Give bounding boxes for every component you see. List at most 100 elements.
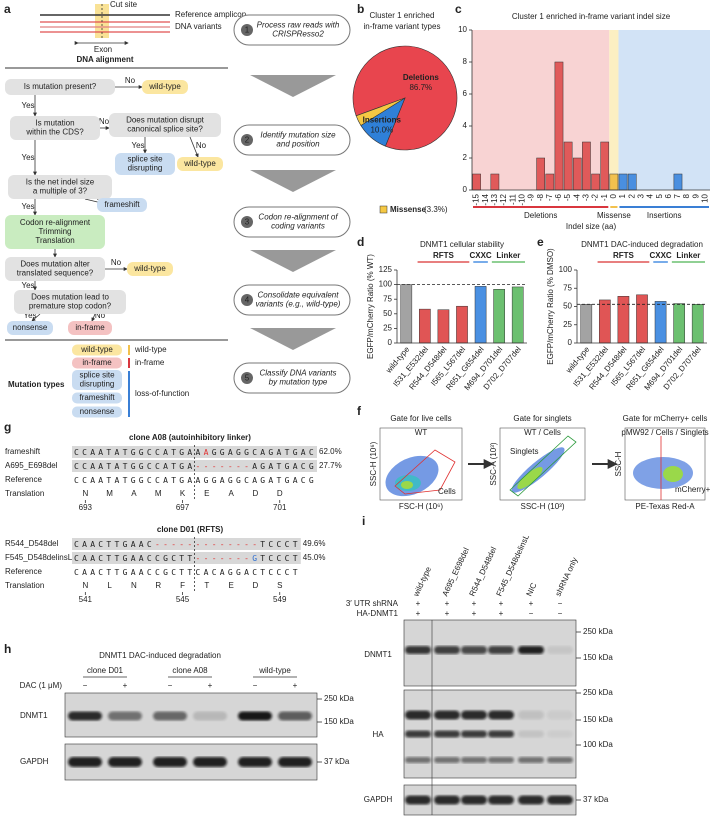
base: A [163, 448, 168, 457]
x-tick-label: 4 [646, 193, 655, 198]
x-tick-label: -4 [572, 193, 581, 201]
bar [627, 173, 637, 191]
base: - [196, 554, 201, 563]
band [238, 757, 272, 767]
type-box [72, 344, 122, 356]
base: G [228, 476, 233, 485]
base: T [277, 476, 282, 485]
band [461, 795, 487, 805]
band [547, 757, 573, 763]
x-tick-label: 1 [618, 193, 627, 198]
chart-title: DNMT1 cellular stability [420, 240, 504, 249]
flow-node [177, 157, 223, 171]
base: C [268, 554, 273, 563]
base: - [196, 462, 201, 471]
y-tick-label: 0 [463, 185, 468, 194]
base: A [139, 540, 144, 549]
base: C [74, 448, 79, 457]
marker-label: 150 kDa [583, 653, 613, 662]
sign: + [472, 599, 477, 608]
y-tick-label: 100 [559, 265, 573, 274]
bar [618, 173, 628, 191]
step-number: 4 [245, 296, 250, 305]
node-text: splice site [127, 155, 163, 164]
node-text: Is mutation present? [24, 82, 97, 91]
base: A [82, 554, 87, 563]
position-label: 545 [176, 595, 190, 604]
base: G [163, 554, 168, 563]
base: G [236, 568, 241, 577]
band [68, 711, 102, 721]
base: A [220, 568, 225, 577]
density-cloud [385, 455, 439, 497]
base: C [147, 462, 152, 471]
node-text: Is mutation [35, 119, 74, 128]
node-text: a multiple of 3? [33, 187, 88, 196]
base: G [212, 448, 217, 457]
edge-label: No [95, 311, 106, 320]
type-text: splice site [79, 371, 115, 380]
node-text: Trimming [38, 227, 71, 236]
bar [673, 303, 685, 344]
base: A [204, 448, 209, 457]
base: T [123, 476, 128, 485]
sample-label: WT / Cells [524, 428, 561, 437]
bar [493, 289, 505, 344]
sign: + [445, 609, 450, 618]
step-box [233, 124, 351, 156]
base: C [98, 568, 103, 577]
base: C [155, 448, 160, 457]
step-text: Consolidate equivalent [258, 291, 340, 300]
bar [591, 173, 600, 191]
base: G [179, 462, 184, 471]
sign: − [529, 609, 534, 618]
base: - [228, 540, 233, 549]
blot-label: GAPDH [20, 757, 49, 766]
legend-swatch [379, 205, 388, 214]
base: A [244, 568, 249, 577]
step-number-bg [241, 294, 253, 306]
base: A [131, 540, 136, 549]
y-axis-label: EGFP/mCherry Ratio (% WT) [366, 254, 375, 359]
base: C [147, 568, 152, 577]
base: C [155, 462, 160, 471]
density-cloud [633, 457, 693, 489]
flow-node [97, 198, 147, 212]
domain-label: CXXC [469, 251, 491, 260]
node-text: premature stop codon? [29, 302, 112, 311]
lane-label: F545_D548delinsL [495, 533, 532, 598]
base: C [155, 554, 160, 563]
base: - [236, 462, 241, 471]
base: A [98, 476, 103, 485]
edge-label: No [99, 117, 110, 126]
base: C [252, 448, 257, 457]
region-label: Deletions [524, 211, 557, 220]
treatment-label: DAC (1 μM) [20, 681, 63, 690]
band [405, 757, 431, 763]
step-chevron [250, 170, 336, 192]
base: A [90, 448, 95, 457]
base: T [123, 462, 128, 471]
sign: − [168, 681, 173, 690]
node-text: Does mutation alter [20, 260, 90, 269]
x-axis-label: SSC-H (10³) [520, 502, 564, 511]
base: A [260, 448, 265, 457]
base: - [163, 540, 168, 549]
base: A [90, 462, 95, 471]
node-text: frameshift [104, 200, 140, 209]
class-bar [128, 345, 130, 355]
base: G [123, 568, 128, 577]
base: A [196, 448, 201, 457]
plot-title: Gate for mCherry+ cells [623, 414, 708, 423]
position-label: 549 [273, 595, 287, 604]
band [518, 757, 544, 763]
region-bg [609, 30, 619, 190]
flow-node [68, 321, 112, 335]
base: A [90, 540, 95, 549]
y-tick-label: 6 [463, 89, 468, 98]
amino-acid: A [228, 489, 234, 498]
base: G [139, 476, 144, 485]
base: - [228, 554, 233, 563]
band [434, 757, 460, 763]
